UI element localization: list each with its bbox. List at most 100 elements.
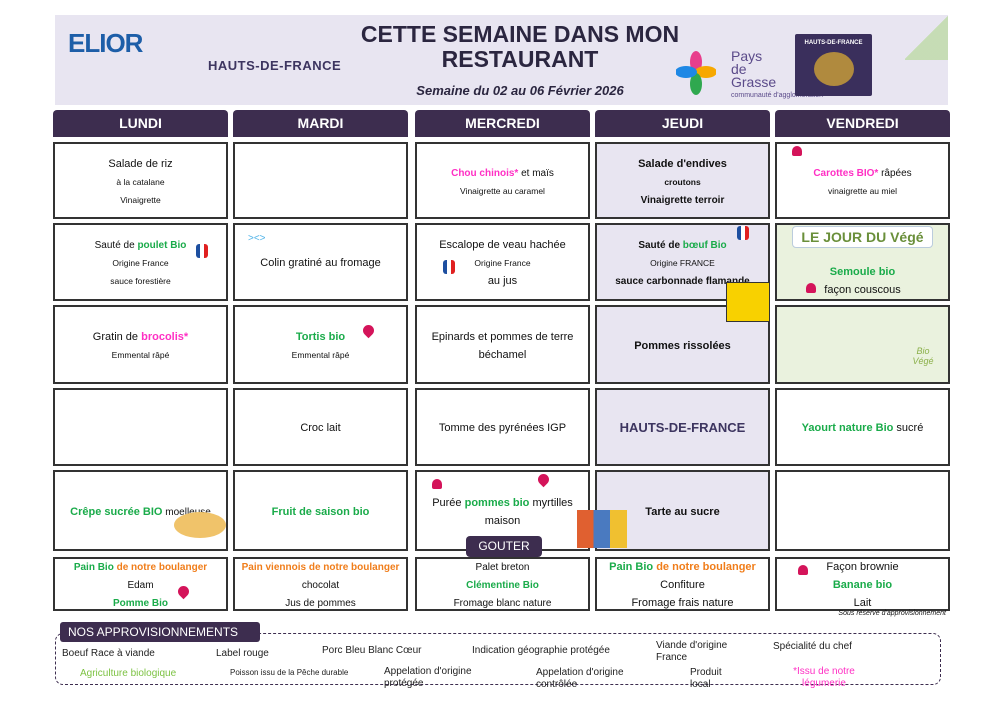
- menu-line: Fruit de saison bio: [272, 502, 370, 520]
- menu-text: Salade d'endives: [638, 157, 727, 170]
- menu-text: Tortis bio: [295, 330, 346, 343]
- menu-text: poulet Bio: [137, 240, 187, 251]
- chef-special-icon: [806, 283, 816, 293]
- menu-line: sauce carbonnade flamande: [615, 271, 750, 289]
- legend-item: Appelation d'origine contrôlée: [536, 667, 624, 690]
- legend-item: Appelation d'origine protégée: [384, 666, 472, 689]
- menu-text: Emmental râpé: [291, 349, 350, 360]
- menu-text: Vinaigrette: [120, 194, 161, 205]
- menu-line: Palet breton: [476, 557, 530, 575]
- legend-item: Agriculture biologique: [80, 668, 177, 679]
- legend-item: *Issu de notre légumerie: [793, 666, 855, 689]
- menu-text: de notre boulanger: [113, 562, 208, 573]
- menu-text: Tomme des pyrénées IGP: [438, 422, 567, 434]
- menu-cell: HAUTS-DE-FRANCE: [595, 388, 770, 466]
- menu-text: Escalope de veau hachée: [439, 239, 566, 251]
- menu-line: Salade de riz: [108, 154, 172, 172]
- menu-line: Tortis bio: [296, 327, 345, 345]
- legend-item: Label rouge: [216, 648, 269, 659]
- menu-cell: Salade de riz à la catalane Vinaigrette: [53, 142, 228, 219]
- menu-text: Colin gratiné au fromage: [260, 257, 381, 269]
- flanders-flag-icon: [726, 282, 770, 322]
- menu-line: chocolat: [302, 575, 339, 593]
- menu-line: Colin gratiné au fromage: [260, 253, 380, 271]
- menu-line: Vinaigrette terroir: [641, 190, 725, 208]
- menu-line: Emmental râpé: [292, 345, 350, 363]
- menu-cell: Gratin de brocolis* Emmental râpé: [53, 305, 228, 384]
- partner-line: Grasse: [731, 74, 777, 90]
- menu-text: Pain Bio: [609, 561, 654, 573]
- menu-line: Origine France: [474, 253, 530, 271]
- menu-text: et maïs: [518, 167, 554, 179]
- menu-text: Croc lait: [300, 422, 341, 434]
- menu-line: Escalope de veau hachée: [439, 235, 566, 253]
- pays-de-grasse-logo: Pays de Grasse: [731, 49, 777, 90]
- menu-line: Semoule bio: [830, 262, 895, 280]
- day-header-mercredi: MERCREDI: [415, 110, 590, 137]
- menu-line: sauce forestière: [110, 271, 170, 289]
- partner-subtitle: communauté d'agglomération: [731, 92, 824, 99]
- partner-line: de: [731, 61, 747, 77]
- menu-text: Palet breton: [475, 562, 530, 573]
- menu-text: Fromage blanc nature: [453, 598, 552, 609]
- menu-line: Sauté de bœuf Bio: [638, 235, 726, 253]
- menu-line: Pomme Bio: [113, 593, 168, 611]
- menu-cell: Crêpe sucrée BIO moelleuse: [53, 470, 228, 551]
- menu-text: Yaourt nature Bio: [801, 422, 894, 434]
- menu-line: Pommes rissolées: [634, 336, 731, 354]
- menu-text: Jus de pommes: [285, 598, 356, 609]
- legend-title: NOS APPROVISIONNEMENTS: [60, 622, 260, 642]
- menu-text: façon couscous: [824, 284, 901, 296]
- menu-cell: LE JOUR DU Végé Semoule bio façon couscous: [775, 223, 950, 301]
- menu-text: à la catalane: [116, 176, 165, 187]
- menu-text: pommes bio: [464, 496, 530, 509]
- week-range: Semaine du 02 au 06 Février 2026: [416, 83, 624, 98]
- menu-line: Vinaigrette: [120, 190, 160, 208]
- region-poster: HAUTS-DE-FRANCE: [795, 34, 872, 96]
- menu-cell: Colin gratiné au fromage: [233, 223, 408, 301]
- menu-cell: Purée pommes bio myrtilles maison: [415, 470, 590, 551]
- legend-item: Produit local: [690, 667, 722, 690]
- houses-image: [577, 510, 627, 548]
- menu-line: Pain viennois de notre boulanger: [242, 557, 400, 575]
- menu-cell: Palet breton Clémentine Bio Fromage blanc …: [415, 557, 590, 611]
- chef-special-icon: [798, 565, 808, 575]
- page-title: CETTE SEMAINE DANS MON RESTAURANT: [360, 21, 680, 72]
- menu-text: chocolat: [301, 580, 340, 591]
- day-header-lundi: LUNDI: [53, 110, 228, 137]
- menu-cell: [775, 305, 950, 384]
- menu-text: Crêpe sucrée BIO: [70, 505, 163, 518]
- menu-text: Tarte au sucre: [645, 505, 720, 518]
- menu-line: Banane bio: [833, 575, 892, 593]
- menu-line: Epinards et pommes de terre: [432, 327, 574, 345]
- menu-line: Jus de pommes: [285, 593, 356, 611]
- menu-cell: [53, 388, 228, 466]
- france-flag-icon: [737, 226, 749, 240]
- france-flag-icon: [443, 260, 455, 274]
- legend-item: Spécialité du chef: [773, 641, 852, 652]
- legend-box: [55, 633, 941, 685]
- menu-line: Lait: [854, 593, 872, 611]
- menu-text: de notre boulanger: [653, 561, 756, 573]
- menu-cell: [233, 142, 408, 219]
- menu-line: Crêpe sucrée BIO moelleuse: [70, 502, 211, 520]
- menu-text: Pomme Bio: [112, 598, 168, 609]
- menu-text: Pain viennois de notre boulanger: [241, 562, 400, 573]
- menu-line: croutons: [664, 172, 700, 190]
- menu-line: Clémentine Bio: [466, 575, 539, 593]
- menu-line: Purée pommes bio myrtilles: [432, 493, 573, 511]
- menu-text: Sauté de: [94, 240, 138, 251]
- day-header-jeudi: JEUDI: [595, 110, 770, 137]
- france-flag-icon: [196, 244, 208, 258]
- menu-line: à la catalane: [116, 172, 164, 190]
- menu-text: Vinaigrette terroir: [640, 194, 725, 206]
- menu-text: bœuf Bio: [682, 240, 727, 251]
- menu-line: Salade d'endives: [638, 154, 727, 172]
- menu-text: Façon brownie: [826, 561, 899, 573]
- sustainable-fish-icon: ><>: [248, 233, 266, 244]
- menu-line: Gratin de brocolis*: [93, 327, 188, 345]
- menu-cell: Epinards et pommes de terre béchamel: [415, 305, 590, 384]
- legend-item: Boeuf Race à viande: [62, 648, 155, 659]
- menu-text: Gratin de: [92, 330, 142, 343]
- menu-text: moelleuse: [162, 506, 211, 518]
